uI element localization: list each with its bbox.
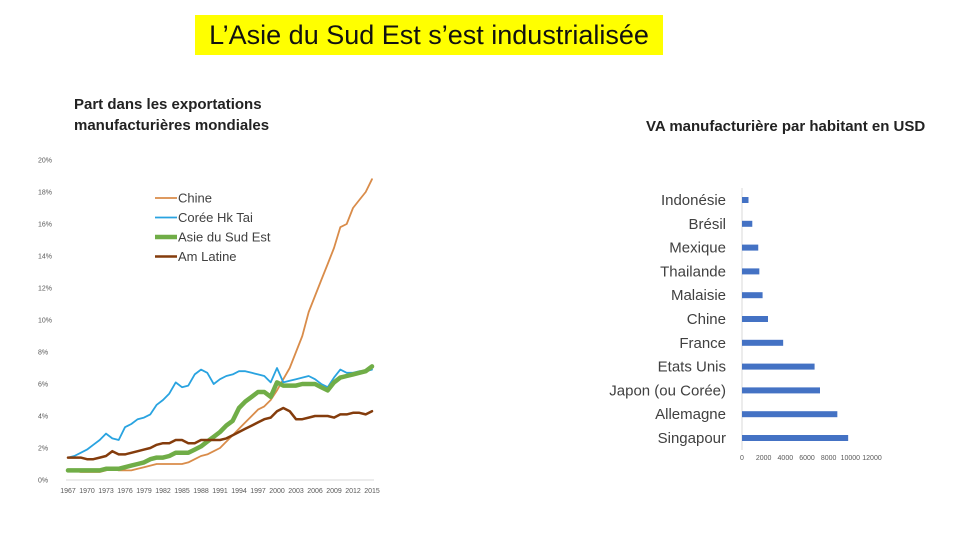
line-chart: 0% 2% 4% 6% 8% 10% 12% 14% 16% 18% 20% 1967 1970 1973… xyxy=(38,158,380,496)
x-tick-label: 2000 xyxy=(269,488,285,495)
bar xyxy=(742,197,749,203)
series-line-3 xyxy=(66,406,374,461)
bar-category-label: Indonésie xyxy=(661,192,726,209)
bar xyxy=(742,411,838,418)
series-line-1 xyxy=(67,367,373,459)
bar xyxy=(742,220,753,227)
y-tick-label: 20% xyxy=(38,158,52,165)
bar-x-tick-label: 0 xyxy=(740,455,744,462)
bar-category-label: Japon (ou Corée) xyxy=(609,382,726,399)
x-tick-label: 1994 xyxy=(231,488,247,495)
bar xyxy=(742,339,784,346)
x-tick-label: 2015 xyxy=(364,488,380,495)
x-tick-label: 1982 xyxy=(155,488,171,495)
x-tick-label: 2003 xyxy=(288,488,304,495)
x-tick-label: 2006 xyxy=(307,488,323,495)
y-tick-label: 18% xyxy=(38,190,52,197)
bar-category-label: Chine xyxy=(687,311,726,328)
bar-x-tick-label: 4000 xyxy=(778,455,794,462)
legend-label: Chine xyxy=(178,191,212,206)
bar-category-label: Thailande xyxy=(660,263,726,280)
bar-category-label: Allemagne xyxy=(655,406,726,423)
bar xyxy=(742,244,759,251)
bar-x-tick-label: 6000 xyxy=(799,455,815,462)
x-tick-label: 1976 xyxy=(117,488,133,495)
y-tick-label: 0% xyxy=(38,478,48,485)
x-tick-label: 1988 xyxy=(193,488,209,495)
bar-category-label: Singapour xyxy=(658,430,726,447)
x-tick-label: 2012 xyxy=(345,488,361,495)
y-tick-label: 14% xyxy=(38,254,52,261)
y-tick-label: 10% xyxy=(38,318,52,325)
bar-x-tick-label: 2000 xyxy=(756,455,772,462)
bar-category-label: Mexique xyxy=(669,240,726,257)
y-tick-label: 16% xyxy=(38,222,52,229)
legend-label: Am Latine xyxy=(178,249,237,264)
legend-label: Corée Hk Tai xyxy=(178,210,253,225)
bar xyxy=(742,316,768,322)
bar-category-label: Malaisie xyxy=(671,287,726,304)
bar xyxy=(742,363,815,370)
y-tick-label: 4% xyxy=(38,414,48,421)
y-tick-label: 8% xyxy=(38,350,48,357)
bar-category-label: Brésil xyxy=(688,216,726,233)
slide-title: L’Asie du Sud Est s’est industrialisée xyxy=(195,15,663,55)
bar-chart-title: VA manufacturière par habitant en USD xyxy=(646,118,926,135)
x-tick-label: 2009 xyxy=(326,488,342,495)
bar-x-tick-label: 10000 xyxy=(841,455,861,462)
x-tick-label: 1970 xyxy=(79,488,95,495)
bar-category-label: Etats Unis xyxy=(658,359,726,376)
bar xyxy=(742,435,849,441)
series-line-2 xyxy=(65,364,375,473)
bar-chart: Indonésie Brésil Mexique Thailande Malaisie C… xyxy=(609,188,882,462)
line-chart-title: Part dans les exportations manufacturièr… xyxy=(74,96,270,134)
bar xyxy=(742,387,820,394)
x-tick-label: 1973 xyxy=(98,488,114,495)
bar-x-tick-label: 12000 xyxy=(862,455,882,462)
bar xyxy=(742,268,760,275)
y-tick-label: 2% xyxy=(38,446,48,453)
x-tick-label: 1979 xyxy=(136,488,152,495)
bar-x-tick-label: 8000 xyxy=(821,455,837,462)
y-tick-label: 12% xyxy=(38,286,52,293)
bar-category-label: France xyxy=(679,335,726,352)
bar xyxy=(742,292,763,299)
x-tick-label: 1997 xyxy=(250,488,266,495)
legend-label: Asie du Sud Est xyxy=(178,230,271,245)
x-tick-label: 1985 xyxy=(174,488,190,495)
x-tick-label: 1967 xyxy=(60,488,76,495)
x-tick-label: 1991 xyxy=(212,488,228,495)
y-tick-label: 6% xyxy=(38,382,48,389)
